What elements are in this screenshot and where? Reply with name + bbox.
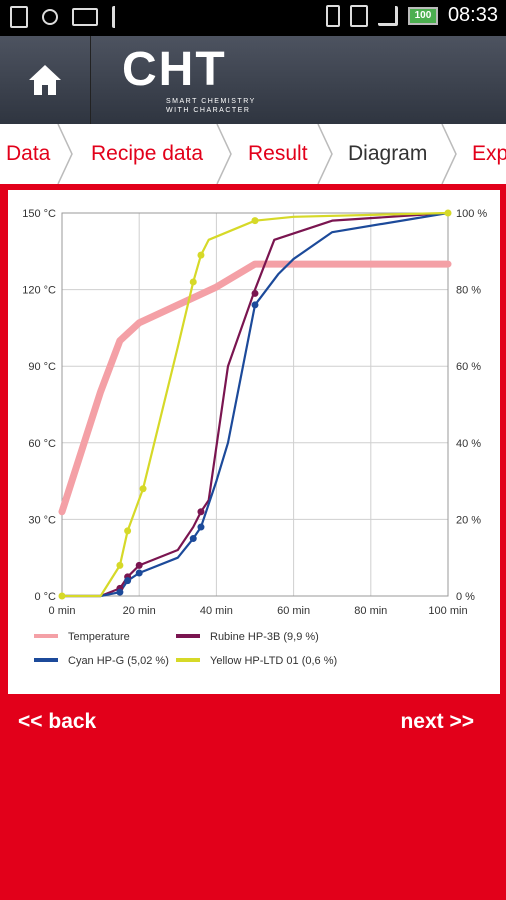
data-point — [197, 251, 205, 259]
y-right-tick-label: 20 % — [456, 514, 481, 526]
y-left-tick-label: 150 °C — [22, 208, 56, 220]
clock: 08:33 — [447, 4, 498, 26]
legend-entry: Temperature — [68, 631, 130, 643]
series-line-3 — [60, 211, 450, 598]
tab-export[interactable]: Exp — [472, 142, 506, 165]
status-bar: 100 08:33 — [0, 0, 506, 36]
keyhole-icon — [42, 9, 58, 25]
y-right-tick-label: 0 % — [456, 591, 475, 603]
data-point — [251, 217, 259, 225]
y-left-tick-label: 120 °C — [22, 285, 56, 297]
data-point — [116, 561, 124, 569]
y-right-tick-label: 80 % — [456, 285, 481, 297]
data-point — [444, 209, 452, 217]
x-tick-label: 0 min — [49, 605, 76, 617]
series-line-1 — [60, 211, 450, 598]
x-tick-label: 20 min — [123, 605, 156, 617]
y-left-tick-label: 60 °C — [28, 438, 56, 450]
data-point — [197, 523, 205, 531]
data-point — [251, 301, 259, 309]
x-tick-label: 80 min — [354, 605, 387, 617]
data-point — [139, 485, 147, 493]
series-line-2 — [60, 211, 450, 598]
data-point — [116, 588, 124, 596]
x-tick-label: 40 min — [200, 605, 233, 617]
vibrate-icon — [325, 4, 340, 27]
plot-frame — [61, 212, 449, 597]
usb-icon — [112, 6, 126, 28]
data-point — [135, 561, 143, 569]
data-point — [197, 508, 205, 516]
y-left-tick-label: 0 °C — [34, 591, 56, 603]
legend-entry: Rubine HP-3B (9,9 %) — [210, 631, 319, 643]
chevron-right-icon — [216, 124, 232, 184]
legend-entry: Yellow HP-LTD 01 (0,6 %) — [210, 655, 337, 667]
x-tick-label: 100 min — [428, 605, 467, 617]
keyboard-icon — [72, 8, 98, 26]
save-icon — [349, 4, 368, 27]
y-right-tick-label: 100 % — [456, 208, 487, 220]
home-icon — [29, 65, 61, 95]
data-point — [124, 527, 132, 535]
x-tick-label: 60 min — [277, 605, 310, 617]
data-point — [189, 535, 197, 543]
cht-logo: CHT SMART CHEMISTRY WITH CHARACTER — [122, 43, 256, 115]
tab-data[interactable]: Data — [6, 142, 51, 165]
legend-entry: Cyan HP-G (5,02 %) — [68, 655, 169, 667]
y-right-tick-label: 60 % — [456, 361, 481, 373]
chevron-right-icon — [57, 124, 73, 184]
data-point — [189, 278, 197, 286]
sd-card-icon — [10, 6, 28, 28]
data-point — [251, 289, 259, 297]
chart-svg: 0 min 20 min 40 min 60 min 80 min 100 min 0 °C… — [22, 208, 487, 667]
next-button[interactable]: next >> — [400, 710, 474, 733]
y-left-tick-label: 30 °C — [28, 514, 56, 526]
data-point — [58, 592, 66, 600]
battery-icon: 100 — [407, 6, 438, 25]
chevron-right-icon — [317, 124, 333, 184]
tab-result[interactable]: Result — [248, 142, 308, 165]
app-header: CHT SMART CHEMISTRY WITH CHARACTER — [0, 36, 506, 124]
series-line-0 — [58, 260, 452, 516]
y-left-tick-label: 90 °C — [28, 361, 56, 373]
data-point — [124, 577, 132, 585]
back-button[interactable]: << back — [18, 710, 97, 733]
breadcrumb: Data Recipe data Result Diagram Exp — [0, 124, 506, 184]
diagram-chart: 0 min 20 min 40 min 60 min 80 min 100 min 0 °C… — [8, 190, 500, 694]
tab-recipe-data[interactable]: Recipe data — [91, 142, 204, 165]
data-point — [135, 569, 143, 577]
chevron-right-icon — [441, 124, 457, 184]
no-signal-icon — [377, 5, 398, 26]
tab-diagram[interactable]: Diagram — [348, 142, 428, 165]
home-button[interactable] — [0, 36, 91, 124]
y-right-tick-label: 40 % — [456, 438, 481, 450]
